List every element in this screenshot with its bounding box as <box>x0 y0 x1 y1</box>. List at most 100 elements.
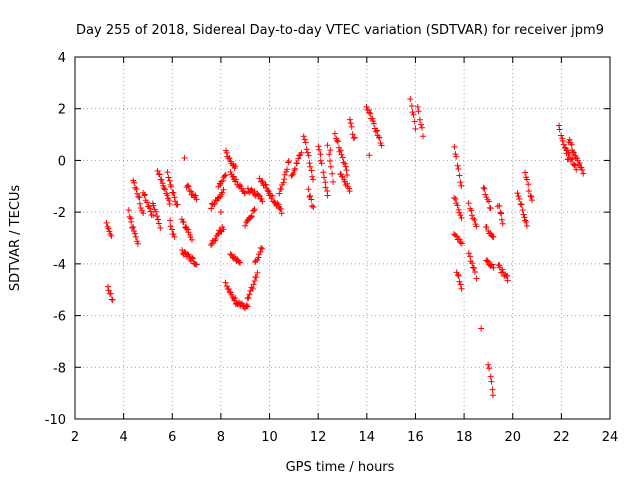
data-point <box>342 163 349 170</box>
data-point <box>458 214 465 221</box>
data-point <box>453 233 460 240</box>
data-point <box>136 200 143 207</box>
data-point <box>227 251 234 258</box>
data-point <box>258 244 265 251</box>
data-point <box>326 151 333 158</box>
data-point <box>309 173 316 180</box>
data-point <box>292 165 299 172</box>
data-point <box>348 123 355 130</box>
data-point <box>518 201 525 208</box>
data-point <box>281 176 288 183</box>
data-point <box>407 95 414 102</box>
data-point <box>339 154 346 161</box>
y-axis-label: SDTVAR / TECUs <box>8 185 23 292</box>
data-point <box>278 210 285 217</box>
data-point <box>568 156 575 163</box>
data-point <box>212 235 219 242</box>
data-point <box>483 224 490 231</box>
data-point <box>104 283 111 290</box>
data-point <box>333 137 340 144</box>
data-point <box>180 219 187 226</box>
data-point <box>489 386 496 393</box>
data-point <box>150 212 157 219</box>
data-point <box>451 194 458 201</box>
data-point <box>349 131 356 138</box>
data-point <box>523 222 530 229</box>
data-point <box>168 226 175 233</box>
data-point <box>134 240 141 247</box>
data-point <box>171 194 178 201</box>
data-point <box>470 215 477 222</box>
data-point <box>566 136 573 143</box>
data-point <box>350 135 357 142</box>
data-point <box>303 146 310 153</box>
data-point <box>452 195 459 202</box>
data-point <box>318 160 325 167</box>
data-point <box>497 209 504 216</box>
data-point <box>324 142 331 149</box>
data-point <box>310 203 317 210</box>
data-point <box>499 266 506 273</box>
data-point <box>294 160 301 167</box>
data-point <box>300 133 307 140</box>
data-point <box>410 111 417 118</box>
data-point <box>412 125 419 132</box>
data-point <box>108 233 115 240</box>
data-point <box>329 170 336 177</box>
data-point <box>416 116 423 123</box>
data-point <box>376 134 383 141</box>
data-point <box>132 184 139 191</box>
data-point <box>522 217 529 224</box>
data-point <box>105 287 112 294</box>
data-point <box>336 148 343 155</box>
data-point <box>284 166 291 173</box>
data-point <box>324 192 331 199</box>
data-point <box>569 149 576 156</box>
data-point <box>222 279 229 286</box>
data-point <box>572 162 579 169</box>
data-point <box>131 179 138 186</box>
data-point <box>468 207 475 214</box>
y-tick-label: -8 <box>53 361 66 376</box>
data-point <box>471 217 478 224</box>
data-point <box>455 272 462 279</box>
data-point <box>327 163 334 170</box>
data-point <box>164 192 171 199</box>
data-point <box>409 109 416 116</box>
data-point <box>141 191 148 198</box>
data-point <box>278 186 285 193</box>
data-point <box>571 149 578 156</box>
data-point <box>181 154 188 161</box>
data-point <box>579 166 586 173</box>
data-point <box>233 176 240 183</box>
data-point <box>304 149 311 156</box>
data-point <box>489 392 496 399</box>
data-point <box>473 223 480 230</box>
data-point <box>259 198 266 205</box>
data-point <box>305 186 312 193</box>
data-point <box>295 155 302 162</box>
x-tick-label: 8 <box>217 430 225 445</box>
data-point <box>468 212 475 219</box>
data-point <box>244 217 251 224</box>
data-point <box>172 198 179 205</box>
data-point <box>528 197 535 204</box>
data-point <box>107 290 114 297</box>
data-point <box>307 192 314 199</box>
data-point <box>455 166 462 173</box>
data-point <box>372 128 379 135</box>
data-point <box>487 373 494 380</box>
data-point <box>367 110 374 117</box>
data-point <box>237 259 244 266</box>
data-point <box>161 186 168 193</box>
data-point <box>470 264 477 271</box>
data-point <box>519 206 526 213</box>
data-point <box>525 181 532 188</box>
data-point <box>257 249 264 256</box>
data-point <box>496 202 503 209</box>
data-point <box>456 278 463 285</box>
data-point <box>315 143 322 150</box>
data-point <box>473 275 480 282</box>
data-point <box>480 184 487 191</box>
x-tick-label: 20 <box>504 430 521 445</box>
